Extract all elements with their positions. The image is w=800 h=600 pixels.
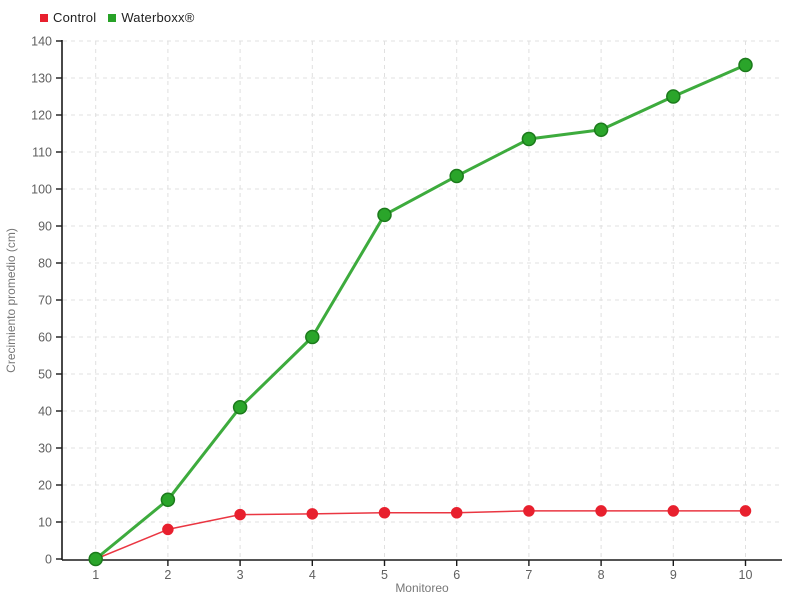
chart-legend: Control Waterboxx® (40, 10, 195, 25)
x-tick-label: 5 (381, 568, 388, 582)
data-point-control (378, 507, 391, 519)
y-tick-label: 10 (38, 516, 52, 530)
x-tick-label: 8 (598, 568, 605, 582)
data-point-control (667, 505, 680, 517)
x-axis-title: Monitoreo (395, 581, 449, 595)
y-tick-label: 120 (31, 109, 52, 123)
y-tick-label: 60 (38, 331, 52, 345)
legend-item-control[interactable]: Control (40, 10, 96, 25)
x-tick-label: 6 (453, 568, 460, 582)
data-point-control (739, 505, 752, 517)
y-tick-label: 80 (38, 257, 52, 271)
x-tick-label: 9 (670, 568, 677, 582)
data-point-control (306, 508, 319, 520)
x-tick-label: 4 (309, 568, 316, 582)
data-point-waterboxx (593, 122, 609, 138)
y-tick-label: 50 (38, 368, 52, 382)
legend-item-waterboxx[interactable]: Waterboxx® (108, 10, 194, 25)
data-point-waterboxx (232, 400, 248, 415)
x-tick-label: 7 (525, 568, 532, 582)
y-tick-label: 140 (31, 35, 52, 49)
data-point-control (234, 508, 246, 521)
y-tick-label: 70 (38, 294, 52, 308)
series-line-control (94, 510, 747, 560)
y-tick-label: 90 (38, 220, 52, 234)
legend-swatch-icon (40, 13, 48, 22)
x-tick-label: 10 (739, 568, 753, 582)
data-point-control (162, 523, 174, 536)
x-tick-label: 2 (164, 568, 171, 582)
data-point-waterboxx (305, 329, 320, 345)
data-point-waterboxx (738, 57, 753, 73)
data-point-control (523, 505, 535, 517)
data-point-control (595, 505, 607, 517)
data-point-control (450, 507, 463, 519)
y-tick-label: 30 (38, 442, 52, 456)
y-tick-label: 40 (38, 405, 52, 419)
y-tick-label: 20 (38, 479, 52, 493)
data-point-waterboxx (449, 168, 464, 184)
y-tick-label: 100 (31, 183, 52, 197)
data-point-waterboxx (88, 551, 103, 567)
x-tick-label: 1 (92, 568, 99, 582)
data-point-waterboxx (666, 89, 681, 104)
legend-label: Waterboxx® (121, 10, 195, 25)
y-tick-label: 130 (31, 72, 52, 86)
y-tick-label: 0 (45, 553, 52, 567)
data-point-waterboxx (377, 207, 392, 223)
data-point-waterboxx (521, 131, 537, 147)
x-tick-label: 3 (237, 568, 244, 582)
series-line-waterboxx (94, 63, 747, 561)
legend-label: Control (53, 10, 97, 25)
y-tick-label: 110 (32, 146, 52, 160)
y-axis-title: Crecimiento promedio (cm) (4, 228, 18, 373)
legend-swatch-icon (108, 13, 117, 22)
data-point-waterboxx (160, 492, 176, 508)
